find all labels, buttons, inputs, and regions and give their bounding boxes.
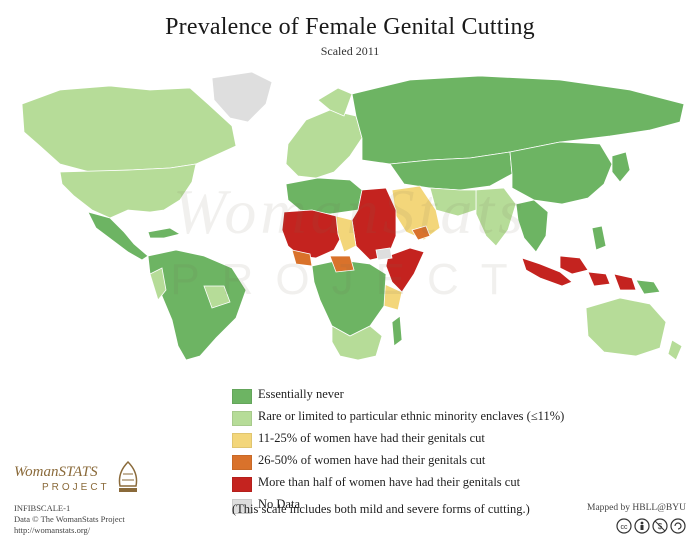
region-south-america-rare [149, 267, 167, 301]
region-horn [385, 247, 425, 293]
region-china [509, 141, 613, 205]
region-somaliland-nodata [375, 247, 393, 261]
map-subtitle: Scaled 2011 [320, 44, 380, 58]
region-new-zealand [667, 339, 683, 360]
region-south-america [147, 249, 247, 360]
region-iran [429, 187, 477, 217]
region-png [635, 279, 661, 295]
region-madagascar [391, 315, 403, 347]
world-map [0, 60, 700, 360]
region-india [475, 187, 517, 247]
region-southern-africa [331, 325, 383, 360]
region-central-africa [311, 259, 387, 337]
data-source: INFIBSCALE-1 Data © The WomanStats Proje… [14, 503, 125, 536]
region-philippines [591, 225, 607, 251]
legend-label: Essentially never [258, 387, 344, 401]
region-indonesia-2 [559, 255, 589, 275]
region-nigeria [329, 255, 355, 273]
by-icon [634, 518, 650, 534]
region-indonesia-4 [613, 273, 637, 291]
data-copyright: Data © The WomanStats Project [14, 514, 125, 524]
world-map-svg [21, 71, 685, 360]
legend-item: More than half of women have had their g… [232, 473, 612, 495]
map-code: INFIBSCALE-1 [14, 503, 71, 513]
nc-icon: $ [652, 518, 668, 534]
region-west-africa [281, 209, 345, 259]
region-caribbean [147, 227, 182, 239]
legend-swatch-never [232, 389, 252, 404]
legend-label: No Data [258, 497, 300, 511]
region-southeast-asia [515, 199, 549, 253]
logo-wordmark: WomanSTATS [14, 464, 98, 480]
legend-swatch-high [232, 477, 252, 492]
legend-swatch-rare [232, 411, 252, 426]
region-europe [285, 109, 363, 179]
region-scandinavia [317, 87, 353, 117]
creative-commons-icons[interactable]: cc $ [616, 518, 686, 534]
svg-text:cc: cc [621, 524, 629, 531]
legend-note: (This scale includes both mild and sever… [232, 502, 530, 516]
legend-label: More than half of women have had their g… [258, 475, 521, 489]
region-australia [585, 297, 667, 357]
legend-item: 11-25% of women have had their genitals … [232, 429, 612, 451]
womanstats-logo[interactable]: WomanSTATS PROJECT [14, 458, 138, 502]
legend-label: Rare or limited to particular ethnic min… [258, 409, 565, 423]
region-central-america [87, 211, 149, 261]
logo-emblem-icon [118, 460, 138, 492]
legend-label: 26-50% of women have had their genitals … [258, 453, 486, 467]
legend-item: 26-50% of women have had their genitals … [232, 451, 612, 473]
region-greenland [211, 71, 273, 123]
region-south-america-rare2 [203, 285, 231, 309]
region-maghreb [285, 177, 363, 215]
region-indonesia-1 [521, 257, 573, 287]
region-chad [335, 215, 357, 253]
region-indonesia-3 [587, 271, 611, 287]
region-russia [351, 75, 685, 165]
legend-swatch-nodata [232, 499, 252, 514]
legend-swatch-mid [232, 455, 252, 470]
source-url[interactable]: http://womanstats.org/ [14, 525, 91, 535]
logo-project: PROJECT [42, 482, 110, 493]
region-central-asia [389, 151, 513, 191]
region-canada [21, 85, 237, 173]
map-title: Prevalence of Female Genital Cutting [165, 14, 535, 40]
legend-item: Essentially never [232, 385, 612, 407]
legend-swatch-low [232, 433, 252, 448]
cc-icon: cc [616, 518, 632, 534]
region-yemen [411, 225, 431, 241]
map-credit: Mapped by HBLL@BYU [587, 503, 686, 513]
region-usa [59, 163, 197, 219]
legend-item: Rare or limited to particular ethnic min… [232, 407, 612, 429]
legend: Essentially never Rare or limited to par… [232, 385, 612, 517]
legend-item: No Data [232, 495, 612, 517]
region-arabia [391, 185, 441, 241]
sa-icon [670, 518, 686, 534]
region-japan [611, 151, 631, 183]
legend-label: 11-25% of women have had their genitals … [258, 431, 485, 445]
